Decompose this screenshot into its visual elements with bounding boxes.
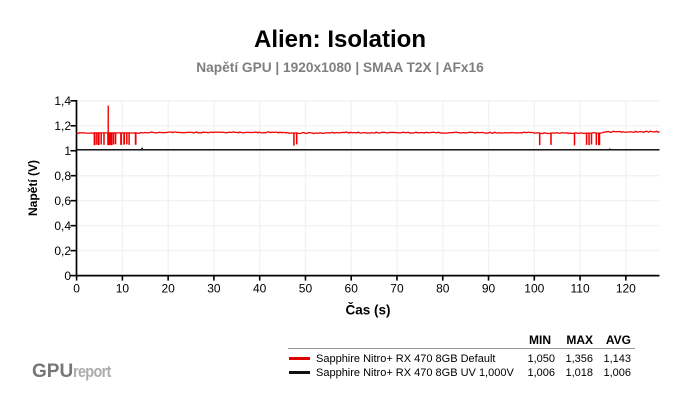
svg-text:0,8: 0,8 [54, 169, 71, 183]
svg-text:0,4: 0,4 [54, 219, 71, 233]
svg-text:70: 70 [390, 282, 404, 296]
svg-text:Napětí (V): Napětí (V) [26, 160, 40, 216]
svg-text:1,4: 1,4 [54, 94, 71, 108]
svg-text:80: 80 [436, 282, 450, 296]
svg-text:0,6: 0,6 [54, 194, 71, 208]
svg-text:1,2: 1,2 [54, 119, 71, 133]
svg-text:0: 0 [73, 282, 80, 296]
svg-text:90: 90 [482, 282, 496, 296]
svg-text:20: 20 [161, 282, 175, 296]
svg-text:Čas (s): Čas (s) [345, 303, 390, 318]
svg-text:50: 50 [299, 282, 313, 296]
svg-text:0: 0 [64, 269, 71, 283]
svg-text:60: 60 [345, 282, 359, 296]
svg-text:30: 30 [207, 282, 221, 296]
svg-text:100: 100 [524, 282, 544, 296]
svg-text:1: 1 [64, 144, 71, 158]
svg-text:120: 120 [616, 282, 636, 296]
svg-text:10: 10 [116, 282, 130, 296]
svg-text:40: 40 [253, 282, 267, 296]
svg-text:0,2: 0,2 [54, 244, 71, 258]
svg-text:110: 110 [570, 282, 589, 296]
